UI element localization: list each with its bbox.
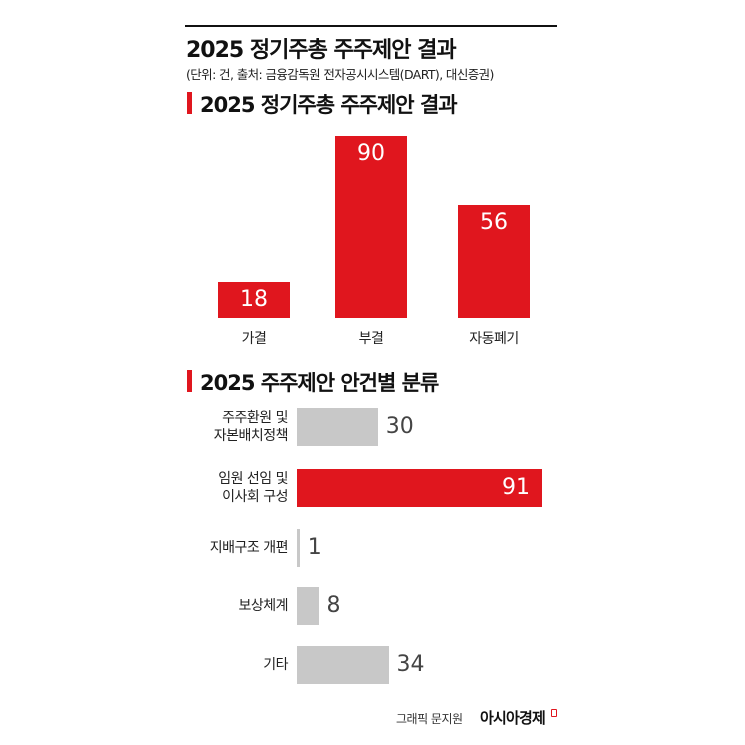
y-tick-label: 임원 선임 및 이사회 구성 [218,471,288,505]
value-label: 90 [357,141,385,166]
value-label: 56 [480,209,508,235]
y-tick-label: 지배구조 개편 [209,540,289,556]
header-rule [185,25,557,27]
credit: 그래픽 문지원 [396,712,463,726]
x-tick-label: 부결 [358,331,384,347]
chart-title: 2025 주주제안 안건별 분류 [200,371,439,395]
x-tick-label: 자동폐기 [469,331,519,347]
value-label: 91 [502,475,530,500]
brand-mark [551,709,557,717]
value-label: 8 [326,593,341,618]
value-label: 30 [385,414,414,439]
bar [335,136,407,318]
value-label: 1 [307,535,322,560]
y-tick-label: 주주환원 및 자본배치정책 [213,410,289,444]
value-label: 34 [396,652,425,677]
bar [297,408,378,446]
chart-title: 2025 정기주총 주주제안 결과 [200,93,458,117]
y-tick-label: 보상체계 [238,598,288,614]
main-title: 2025 정기주총 주주제안 결과 [186,38,457,63]
bar [297,587,319,625]
subtitle: (단위: 건, 출처: 금융감독원 전자공시시스템(DART), 대신증권) [186,67,494,82]
brand: 아시아경제 [480,709,546,727]
bar [297,529,300,567]
bar [218,281,290,318]
bar [297,646,389,684]
value-label: 18 [240,286,268,312]
y-tick-label: 기타 [263,657,288,673]
x-tick-label: 가결 [241,331,267,347]
bar [297,469,542,507]
title-marker [187,370,192,392]
title-marker [187,92,192,114]
bar [458,204,530,318]
